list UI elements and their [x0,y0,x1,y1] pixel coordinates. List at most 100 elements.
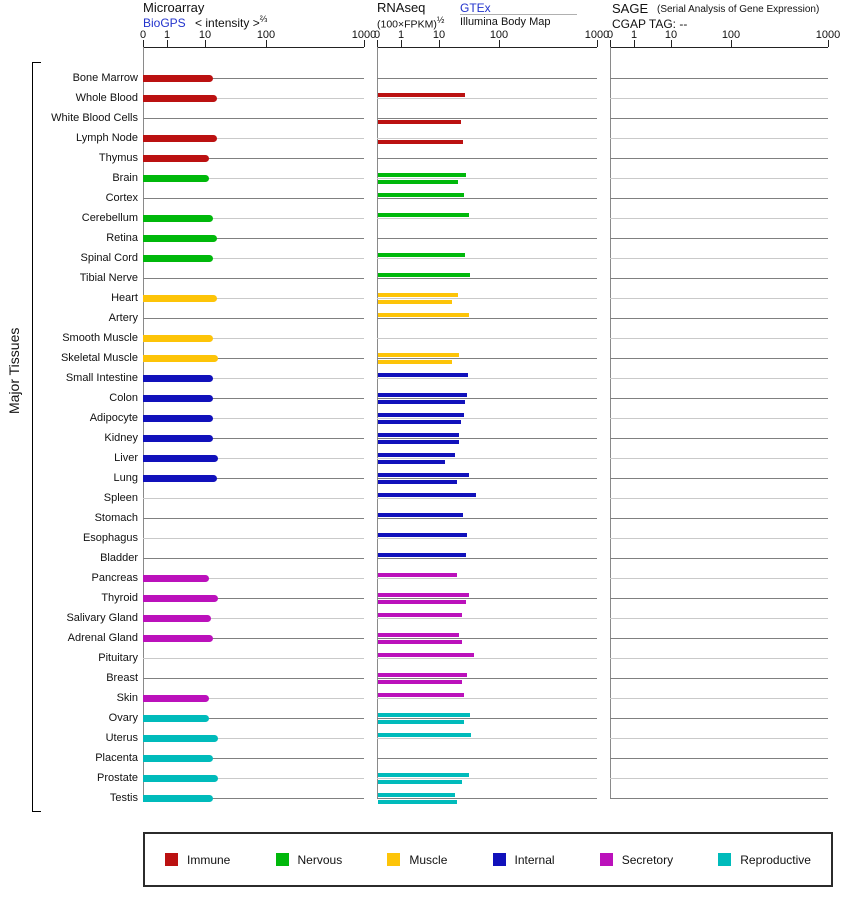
legend-label: Internal [514,852,555,867]
gtex-link[interactable]: GTEx [460,1,491,15]
tissue-label: Cortex [105,192,138,204]
axis-tick-label-rnaseq: 100 [489,29,509,41]
rnaseq-row-line [377,578,597,579]
gtex-bar [378,253,465,257]
sage-row-line [610,778,828,779]
gtex-bar [378,393,467,397]
rnaseq-row-line [377,758,597,759]
sage-row-line [610,358,828,359]
rnaseq-row-line [377,98,597,99]
axis-tick-label-microarray: 0 [139,29,147,41]
microarray-bar [143,455,218,462]
microarray-bar [143,775,218,782]
tissue-label: White Blood Cells [51,112,138,124]
microarray-row-line [143,318,364,319]
sage-row-line [610,798,828,799]
sage-row-line [610,578,828,579]
tissue-label: Spinal Cord [80,252,138,264]
gtex-bar [378,473,469,477]
rnaseq-row-line [377,298,597,299]
illumina-bar [378,800,457,804]
microarray-row-line [143,778,364,779]
gtex-bar [378,373,468,377]
axis-tick-rnaseq [499,40,500,47]
gtex-bar [378,633,459,637]
axis-line-microarray [143,47,364,48]
sage-note: (Serial Analysis of Gene Expression) [657,4,820,15]
microarray-bar [143,595,218,602]
tissue-label: Salivary Gland [66,612,138,624]
sage-row-line [610,418,828,419]
biogps-link[interactable]: BioGPS [143,16,186,30]
gtex-row: GTEx [460,1,491,15]
axis-tick-microarray [205,40,206,47]
microarray-row-line [143,478,364,479]
microarray-row-line [143,218,364,219]
tissue-label: Thymus [98,152,138,164]
gtex-bar [378,693,464,697]
sage-row-line [610,218,828,219]
sage-row-line [610,738,828,739]
tissue-label: Lung [113,472,138,484]
cgap-tag-line: CGAP TAG: -- [612,17,688,31]
gtex-bar [378,733,471,737]
sage-row-line [610,238,828,239]
legend-item: Muscle [387,853,447,867]
illumina-bar [378,600,466,604]
axis-tick-label-sage: 1000 [815,29,841,41]
rnaseq-exponent: ½ [436,15,445,25]
rnaseq-title: RNAseq [377,0,426,15]
rnaseq-row-line [377,658,597,659]
gtex-bar [378,713,470,717]
sage-row-line [610,558,828,559]
tissue-label: Esophagus [82,532,138,544]
tissue-label: Spleen [103,492,138,504]
sage-row-line [610,618,828,619]
illumina-bar [378,360,452,364]
microarray-row-line [143,258,364,259]
tissue-label: Bladder [100,552,138,564]
microarray-row-line [143,678,364,679]
tissue-bracket-bottom-tick [32,811,41,812]
sage-row-line [610,538,828,539]
rnaseq-row-line [377,498,597,499]
tissue-label: Placenta [95,752,138,764]
rnaseq-row-line [377,278,597,279]
axis-tick-microarray [266,40,267,47]
gtex-bar [378,613,462,617]
axis-tick-label-rnaseq: 10 [432,29,446,41]
gtex-bar [378,553,466,557]
microarray-row-line [143,298,364,299]
sage-row-line [610,658,828,659]
illumina-bar [378,680,462,684]
rnaseq-row-line [377,438,597,439]
legend-item: Immune [165,853,230,867]
microarray-bar [143,175,209,182]
sage-row-line [610,438,828,439]
illumina-bar [378,480,457,484]
axis-tick-sage [634,40,635,47]
tissue-label: Pituitary [98,652,138,664]
axis-tick-rnaseq [597,40,598,47]
rnaseq-row-line [377,778,597,779]
tissue-label: Breast [106,672,138,684]
axis-tick-rnaseq [439,40,440,47]
panel-left-border-microarray [143,47,144,798]
tissue-label: Kidney [104,432,138,444]
rnaseq-row-line [377,218,597,219]
microarray-row-line [143,498,364,499]
legend-label: Immune [187,852,231,867]
sage-row-line [610,478,828,479]
sage-row-line [610,718,828,719]
tissue-label: Liver [114,452,138,464]
microarray-bar [143,255,213,262]
gtex-bar [378,213,469,217]
legend-label: Reproductive [740,852,811,867]
microarray-bar [143,355,218,362]
tissue-label: Thyroid [101,592,138,604]
sage-row-line [610,78,828,79]
rnaseq-row-line [377,558,597,559]
microarray-bar [143,415,213,422]
tissue-label: Retina [106,232,138,244]
